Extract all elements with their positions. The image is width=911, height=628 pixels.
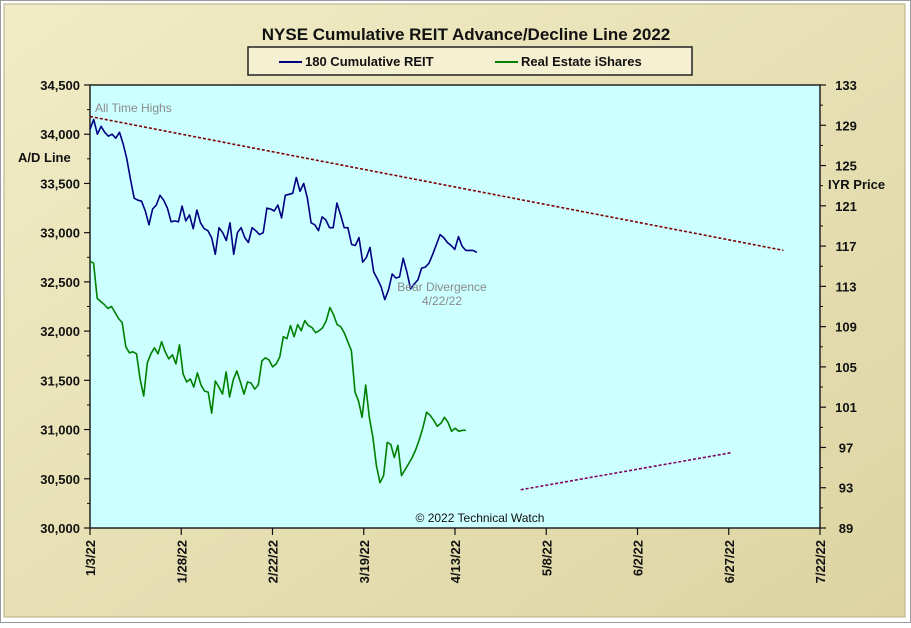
- series-line-real-estate-ishares: [89, 260, 466, 484]
- legend-label-reit: 180 Cumulative REIT: [305, 54, 434, 69]
- y-left-tick-label: 31,000: [40, 423, 80, 438]
- trendline-all-time-high-resistance: [89, 115, 784, 252]
- y-left-tick-label: 30,000: [40, 521, 80, 536]
- x-tick-label: 1/3/22: [83, 540, 98, 576]
- y-right-tick-label: 121: [835, 199, 857, 214]
- y-right-tick-label: 101: [835, 400, 857, 415]
- x-tick-label: 3/19/22: [357, 540, 372, 583]
- y-right-tick-label: 109: [835, 320, 857, 335]
- y-right-tick-label: 89: [839, 521, 853, 536]
- y-left-tick-label: 32,500: [40, 275, 80, 290]
- y-left-tick-label: 30,500: [40, 472, 80, 487]
- y-right-tick-label: 113: [836, 279, 857, 294]
- y-left-tick-label: 31,500: [40, 373, 80, 388]
- trendline-support-line: [520, 451, 733, 491]
- y-left-tick-label: 32,000: [40, 324, 80, 339]
- legend-box: [247, 46, 693, 76]
- series-group: [89, 115, 784, 491]
- x-tick-label: 6/27/22: [722, 540, 737, 583]
- legend: 180 Cumulative REIT Real Estate iShares: [247, 46, 693, 76]
- y-right-tick-label: 133: [835, 78, 857, 93]
- x-tick-label: 2/22/22: [266, 540, 281, 583]
- y-left-tick-label: 34,500: [40, 78, 80, 93]
- axes-group: 34,500 34,000 33,500 33,000 32,500 32,000 31,5…: [40, 78, 857, 583]
- plot-area: [89, 84, 821, 529]
- copyright-text: © 2022 Technical Watch: [416, 511, 545, 525]
- y-right-tick-label: 117: [836, 239, 857, 254]
- y-left-tick-label: 33,000: [40, 226, 80, 241]
- annotation-all-time-highs: All Time Highs: [95, 101, 172, 115]
- x-tick-label: 7/22/22: [813, 540, 828, 583]
- x-tick-label: 4/13/22: [448, 540, 463, 583]
- chart-title: NYSE Cumulative REIT Advance/Decline Lin…: [262, 25, 670, 44]
- y-right-tick-label: 125: [835, 159, 857, 174]
- y-right-tick-label: 93: [839, 481, 853, 496]
- annotation-bear-divergence-date: 4/22/22: [422, 294, 462, 308]
- series-line-cumulative-reit: [89, 118, 478, 301]
- annotation-bear-divergence: Bear Divergence: [397, 280, 487, 294]
- y-right-tick-label: 97: [839, 440, 853, 455]
- y-left-tick-label: 34,000: [40, 127, 80, 142]
- y-axis-right-title: IYR Price: [828, 177, 885, 192]
- y-left-tick-label: 33,500: [40, 176, 80, 191]
- x-tick-label: 5/8/22: [539, 540, 554, 576]
- y-right-tick-label: 129: [835, 118, 857, 133]
- x-tick-label: 1/28/22: [174, 540, 189, 583]
- legend-label-ishares: Real Estate iShares: [521, 54, 642, 69]
- y-right-tick-label: 105: [835, 360, 857, 375]
- x-tick-label: 6/2/22: [631, 540, 646, 576]
- y-axis-left-title: A/D Line: [18, 150, 71, 165]
